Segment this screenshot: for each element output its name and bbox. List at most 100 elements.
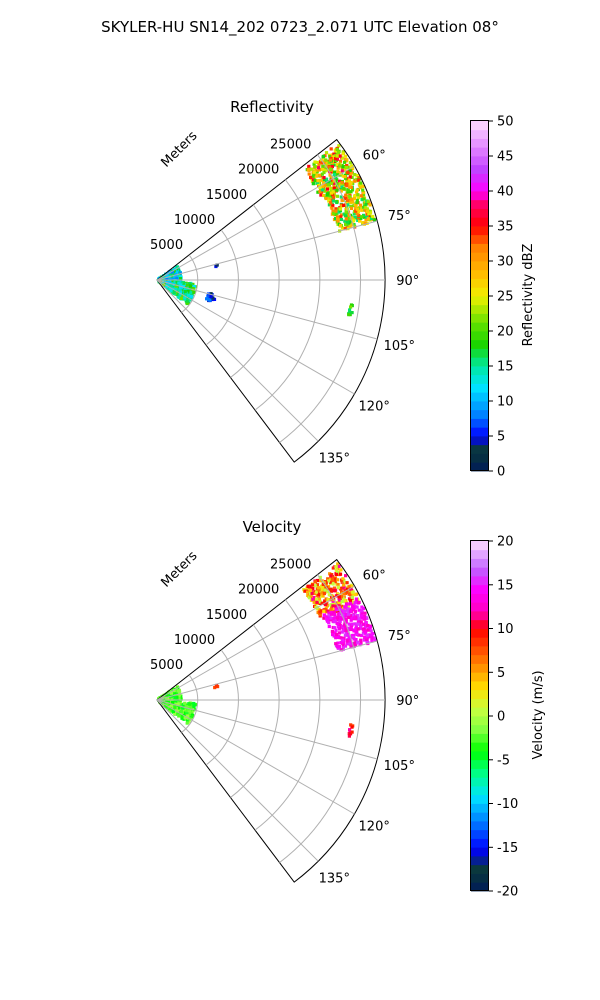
velocity-echo-cell [350, 605, 355, 609]
reflectivity-echo-cell [169, 289, 173, 293]
reflectivity-range-ring [181, 254, 199, 313]
reflectivity-echo-cell [356, 193, 360, 197]
reflectivity-echo-cell [343, 175, 347, 179]
figure-suptitle: SKYLER-HU SN14_202 0723_2.071 UTC Elevat… [101, 18, 499, 37]
reflectivity-azimuth-line [156, 165, 355, 281]
velocity-echo-cell [176, 703, 180, 707]
reflectivity-echo-cell [168, 280, 172, 284]
reflectivity-echo-cell [366, 217, 370, 221]
reflectivity-echo-cell [165, 276, 169, 280]
velocity-echo-cell [336, 578, 340, 582]
velocity-colorbar-bin [471, 768, 489, 778]
reflectivity-echo-cell [332, 155, 336, 159]
reflectivity-echo-cell [185, 299, 189, 303]
reflectivity-echo-cell [353, 196, 357, 201]
velocity-echo-cell [329, 574, 333, 578]
reflectivity-echo-cell [321, 154, 325, 158]
reflectivity-theta-tick-label: 135° [319, 451, 350, 466]
reflectivity-echo-cell [319, 178, 323, 182]
velocity-echo-cell [173, 705, 177, 710]
reflectivity-echo-cell [353, 215, 357, 219]
reflectivity-echo-cell [331, 199, 335, 203]
reflectivity-echo-cell [315, 160, 319, 165]
reflectivity-echo-cell [359, 183, 363, 187]
velocity-echo-cell [355, 614, 360, 618]
reflectivity-echo-cell [333, 170, 337, 174]
velocity-echo-cell [311, 586, 315, 591]
velocity-colorbar-frame [470, 540, 489, 891]
reflectivity-echo-cell [336, 217, 340, 221]
reflectivity-echo-cell [335, 194, 340, 198]
velocity-colorbar-bin [471, 576, 489, 586]
reflectivity-echo-cell [341, 152, 345, 156]
reflectivity-echo-cell [339, 189, 343, 193]
velocity-colorbar-bin [471, 716, 489, 726]
reflectivity-echo-cell [175, 285, 179, 289]
reflectivity-echo-cell [338, 209, 342, 213]
reflectivity-theta-tick-label: 75° [388, 209, 411, 224]
reflectivity-colorbar-bin [471, 261, 489, 271]
reflectivity-azimuth-line [156, 220, 378, 281]
reflectivity-colorbar-bin [471, 138, 489, 148]
velocity-echo-cell [317, 591, 321, 595]
reflectivity-colorbar-bin [471, 243, 489, 253]
velocity-echo-cell [179, 703, 183, 707]
reflectivity-echo-cell [335, 157, 339, 161]
reflectivity-echo-cell [320, 172, 324, 176]
velocity-echo-cell [340, 648, 344, 652]
velocity-colorbar-tick-label: -5 [497, 753, 510, 768]
velocity-echo-cell [346, 639, 350, 643]
velocity-echo-cell [330, 577, 335, 581]
velocity-echo-cell [358, 626, 363, 630]
reflectivity-echo-cell [181, 281, 185, 285]
velocity-echo-cell [168, 702, 172, 707]
reflectivity-range-ring [230, 204, 280, 378]
velocity-echo-cell [363, 617, 367, 621]
reflectivity-echo-cell [338, 162, 342, 166]
reflectivity-echo-cell [189, 287, 194, 291]
reflectivity-r-tick-label: 10000 [174, 213, 215, 228]
velocity-echo-cell [350, 730, 354, 734]
reflectivity-echo-cell [340, 180, 344, 185]
reflectivity-colorbar-bin [471, 331, 489, 341]
reflectivity-colorbar-bin [471, 409, 489, 419]
reflectivity-colorbar-bin [471, 226, 489, 236]
reflectivity-colorbar-tick-label: 25 [497, 290, 514, 305]
reflectivity-echo-cell [188, 282, 192, 286]
velocity-echo-cell [349, 626, 353, 631]
reflectivity-echo-cell [349, 185, 353, 189]
velocity-colorbar-bin [471, 611, 489, 621]
reflectivity-echo-cell [351, 200, 355, 204]
velocity-echo-cell [177, 713, 182, 717]
velocity-colorbar-bin [471, 821, 489, 831]
reflectivity-echo-cell [329, 147, 333, 151]
reflectivity-echo-cell [178, 271, 182, 275]
reflectivity-echo-cell [321, 186, 325, 190]
reflectivity-echo-cell [355, 190, 359, 194]
reflectivity-echo-cell [335, 211, 339, 215]
reflectivity-echo-cell [350, 164, 354, 168]
reflectivity-echo-cell [341, 183, 345, 187]
velocity-echo-cell [327, 593, 331, 597]
reflectivity-echo-cell [361, 221, 365, 225]
velocity-echo-cell [361, 627, 365, 631]
velocity-echo-cell [186, 714, 190, 718]
reflectivity-echo-cell [185, 283, 189, 287]
velocity-echo-cell [339, 587, 343, 591]
velocity-echo-cell [333, 631, 337, 635]
reflectivity-colorbar-bin [471, 121, 489, 131]
reflectivity-theta-tick-labels: 60° 75° 90° 105° 120° 135° [319, 149, 420, 467]
velocity-echo-cell [347, 622, 351, 626]
velocity-echo-cell [320, 601, 324, 605]
reflectivity-echo-cell [172, 273, 176, 277]
reflectivity-colorbar-bin [471, 269, 489, 279]
reflectivity-echo-cell [343, 168, 347, 172]
velocity-echo-cell [332, 608, 336, 612]
reflectivity-theta-tick-label: 60° [363, 149, 386, 164]
reflectivity-echo-cell [355, 174, 359, 178]
velocity-echo-cell [342, 599, 347, 603]
reflectivity-echo-cell [165, 274, 169, 278]
velocity-colorbar-bin [471, 838, 489, 848]
velocity-echo-cell [333, 604, 338, 608]
velocity-azimuth-line [156, 699, 319, 862]
